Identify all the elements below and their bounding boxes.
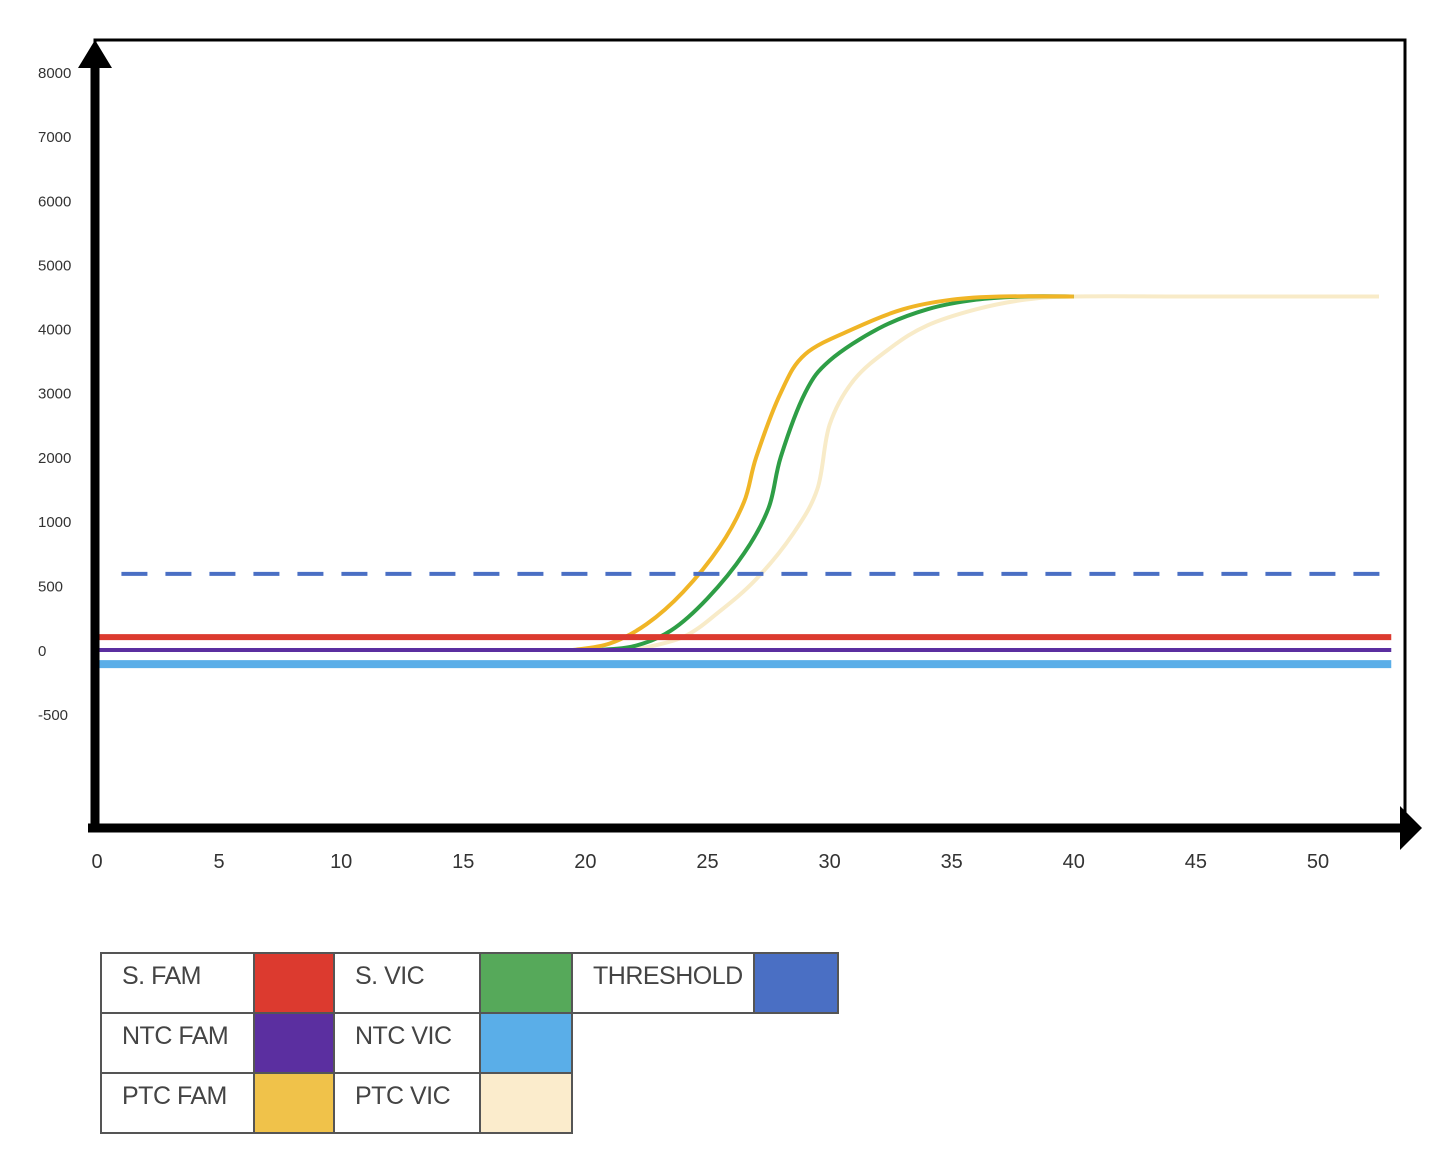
y-tick-label: 6000 (38, 193, 71, 210)
legend-swatch (479, 1072, 573, 1134)
x-tick-label: 35 (941, 851, 963, 873)
x-tick-label: 25 (696, 851, 718, 873)
y-tick-labels: -500 0 500 1000 2000 3000 4000 5000 6000 7000 8000 (38, 65, 71, 724)
y-tick-label: 7000 (38, 129, 71, 146)
series-ptc-vic-line (633, 294, 1379, 652)
y-axis-arrowhead (78, 40, 112, 68)
y-tick-label: -500 (38, 707, 68, 724)
y-tick-label: 3000 (38, 386, 71, 403)
y-tick-label: 8000 (38, 65, 71, 82)
legend-label: NTC VIC (333, 1012, 481, 1074)
x-tick-label: 15 (452, 851, 474, 873)
y-tick-label: 0 (38, 643, 46, 660)
x-axis-arrowhead (1400, 806, 1422, 850)
legend-label: THRESHOLD (571, 952, 755, 1014)
x-tick-label: 0 (91, 851, 102, 873)
legend-label: S. FAM (100, 952, 255, 1014)
legend-label: S. VIC (333, 952, 481, 1014)
x-tick-label: 45 (1185, 851, 1207, 873)
y-tick-label: 5000 (38, 257, 71, 274)
series-s-vic-line (597, 294, 1074, 652)
legend-swatch (253, 952, 335, 1014)
series-ptc-fam-line (572, 294, 1074, 652)
x-tick-label: 20 (574, 851, 596, 873)
legend-label: PTC FAM (100, 1072, 255, 1134)
y-tick-label: 4000 (38, 322, 71, 339)
legend-label: PTC VIC (333, 1072, 481, 1134)
legend-label: NTC FAM (100, 1012, 255, 1074)
x-tick-label: 40 (1063, 851, 1085, 873)
series-layer (97, 294, 1392, 669)
legend-swatch (253, 1012, 335, 1074)
x-tick-labels: 0 5 10 15 20 25 30 35 40 45 50 (91, 851, 1329, 873)
chart-area: -500050010002000300040005000600070008000… (38, 38, 1422, 873)
legend-swatch (253, 1072, 335, 1134)
legend-swatch (479, 952, 573, 1014)
y-tick-label: 500 (38, 579, 63, 596)
x-tick-label: 5 (214, 851, 225, 873)
legend-swatch (479, 1012, 573, 1074)
legend-swatch (753, 952, 839, 1014)
plot-frame (93, 38, 1407, 832)
x-tick-label: 50 (1307, 851, 1329, 873)
y-tick-label: 1000 (38, 514, 71, 531)
x-tick-label: 30 (818, 851, 840, 873)
y-tick-label: 2000 (38, 450, 71, 467)
x-tick-label: 10 (330, 851, 352, 873)
